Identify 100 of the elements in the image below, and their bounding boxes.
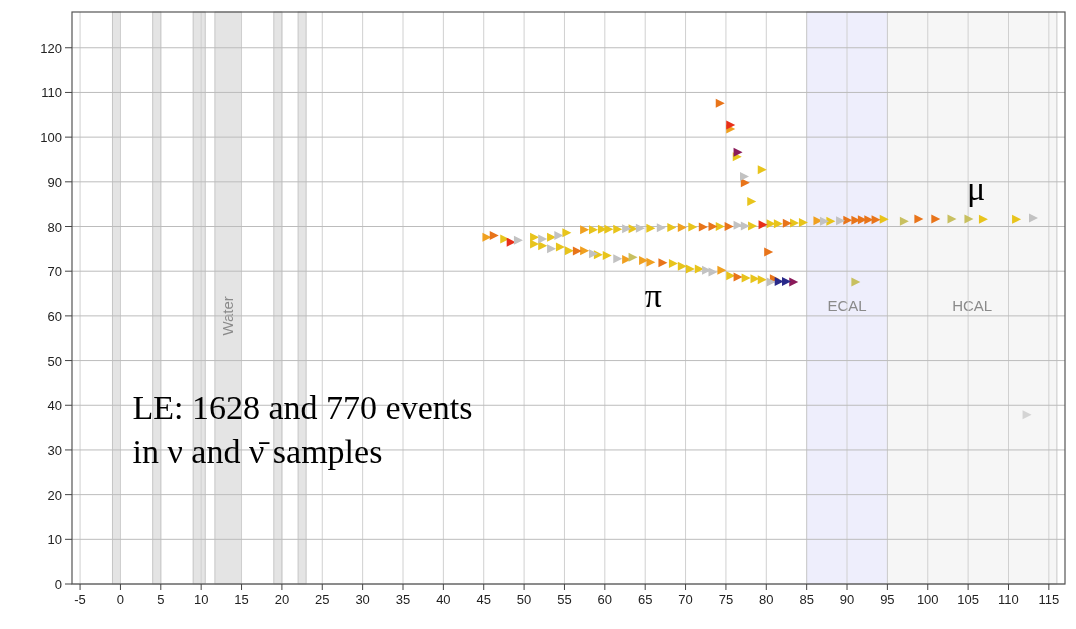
point [604,224,614,234]
x-tick-label: 35 [395,592,411,607]
point [914,214,924,224]
x-tick-label: 25 [315,592,330,607]
y-tick-label: 20 [47,487,62,503]
band-label: ECAL [827,297,867,315]
point [667,222,677,232]
point [931,214,941,224]
point [694,264,704,274]
x-tick-label: 70 [678,592,693,607]
band-label: HCAL [952,297,993,315]
point [773,219,783,229]
point [589,249,599,259]
point [964,214,974,224]
point [947,214,957,224]
point [715,222,725,231]
point [580,225,590,235]
point [826,216,836,226]
point [589,225,599,235]
x-tick-label: 90 [839,592,855,607]
point [740,221,750,231]
point [782,218,792,228]
point [724,222,734,231]
point [646,257,656,267]
x-tick-label: 100 [916,592,939,607]
point [613,224,623,234]
point [698,222,708,232]
point [726,120,736,130]
point [613,254,623,264]
point [622,224,632,234]
point [843,215,853,225]
point [555,242,565,252]
y-tick-label: 60 [47,308,62,324]
point [764,247,774,257]
x-tick-label: 105 [957,592,979,607]
x-tick-label: 60 [597,592,613,607]
y-tick-label: 80 [47,219,62,235]
y-tick-label: 120 [40,40,62,56]
x-tick-label: 10 [193,592,209,607]
y-tick-label: 70 [47,264,62,280]
x-tick-label: 20 [274,592,290,607]
x-tick-label: 45 [476,592,491,607]
point [688,222,698,232]
point [530,232,540,242]
x-tick-label: 5 [157,592,165,607]
x-tick-label: 50 [516,592,532,607]
x-tick-label: 30 [355,592,370,607]
x-tick-label: 110 [998,592,1019,607]
point [789,277,799,287]
point [899,216,909,226]
y-tick-label: 100 [40,130,62,146]
point [489,230,499,240]
x-tick-label: 55 [557,592,572,607]
point [819,216,829,226]
point [1029,213,1039,223]
x-tick-label: 15 [234,592,249,607]
point [677,222,687,232]
point [685,264,695,274]
y-tick-label: 10 [47,532,62,548]
point [836,216,846,226]
point [717,265,727,275]
x-tick-label: -5 [74,592,86,607]
point [748,221,758,231]
point [708,222,718,231]
point [978,214,988,224]
point [538,234,548,244]
x-tick-label: 80 [759,592,774,607]
annotation: π [644,276,662,314]
point [564,246,574,256]
point [538,241,548,251]
point [781,276,791,286]
y-tick-label: 0 [54,577,62,592]
point [562,228,572,238]
point [851,277,861,287]
x-tick-label: 95 [880,592,895,607]
band-label: Water [219,296,237,336]
x-tick-label: 75 [718,592,734,607]
point [530,239,540,249]
x-tick-label: 65 [637,592,653,607]
x-tick-label: 115 [1038,592,1060,607]
y-tick-label: 50 [47,353,62,369]
x-tick-label: 40 [436,592,451,607]
y-tick-label: 30 [47,442,62,458]
point [658,258,668,268]
point [554,230,564,240]
x-tick-label: 85 [799,592,814,607]
x-tick-label: 0 [116,592,125,607]
y-tick-label: 110 [41,85,62,101]
point [572,246,582,256]
annotation: LE: 1628 and 770 events in ν and ν̄ samples [132,388,473,470]
point [547,244,557,254]
annotation: μ [967,169,986,207]
point [798,217,808,227]
point [646,223,656,233]
point [747,196,757,206]
point [580,246,590,256]
point [740,171,749,181]
point [513,235,523,245]
y-tick-label: 90 [47,174,62,190]
point [668,259,678,269]
